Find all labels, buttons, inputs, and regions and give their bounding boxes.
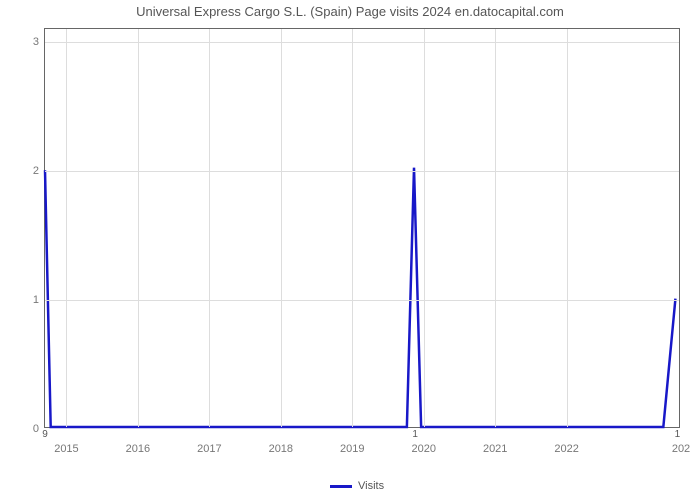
gridline-h — [45, 171, 679, 172]
plot-area: 0123201520162017201820192020202120222029… — [44, 28, 680, 428]
legend: Visits — [330, 480, 384, 492]
gridline-v — [209, 29, 210, 427]
gridline-v — [495, 29, 496, 427]
x-tick-label: 2017 — [197, 427, 221, 455]
legend-swatch — [330, 485, 352, 488]
line-series-svg — [45, 29, 679, 427]
x-tick-label: 2018 — [269, 427, 293, 455]
gridline-h — [45, 300, 679, 301]
gridline-h — [45, 42, 679, 43]
x-tick-label: 2021 — [483, 427, 507, 455]
gridline-v — [424, 29, 425, 427]
gridline-v — [567, 29, 568, 427]
legend-label: Visits — [358, 480, 384, 492]
data-point-label: 1 — [412, 427, 418, 440]
data-point-label: 1 — [675, 427, 681, 440]
x-tick-label: 2016 — [126, 427, 150, 455]
chart-title: Universal Express Cargo S.L. (Spain) Pag… — [0, 4, 700, 19]
x-tick-label: 2022 — [554, 427, 578, 455]
data-point-label: 9 — [42, 427, 48, 440]
y-tick-label: 1 — [33, 294, 45, 306]
gridline-v — [352, 29, 353, 427]
x-tick-label: 2015 — [54, 427, 78, 455]
visits-line — [45, 168, 675, 427]
y-tick-label: 3 — [33, 36, 45, 48]
gridline-v — [66, 29, 67, 427]
gridline-v — [281, 29, 282, 427]
gridline-v — [138, 29, 139, 427]
y-tick-label: 2 — [33, 165, 45, 177]
chart-container: Universal Express Cargo S.L. (Spain) Pag… — [0, 0, 700, 500]
x-tick-label: 2019 — [340, 427, 364, 455]
